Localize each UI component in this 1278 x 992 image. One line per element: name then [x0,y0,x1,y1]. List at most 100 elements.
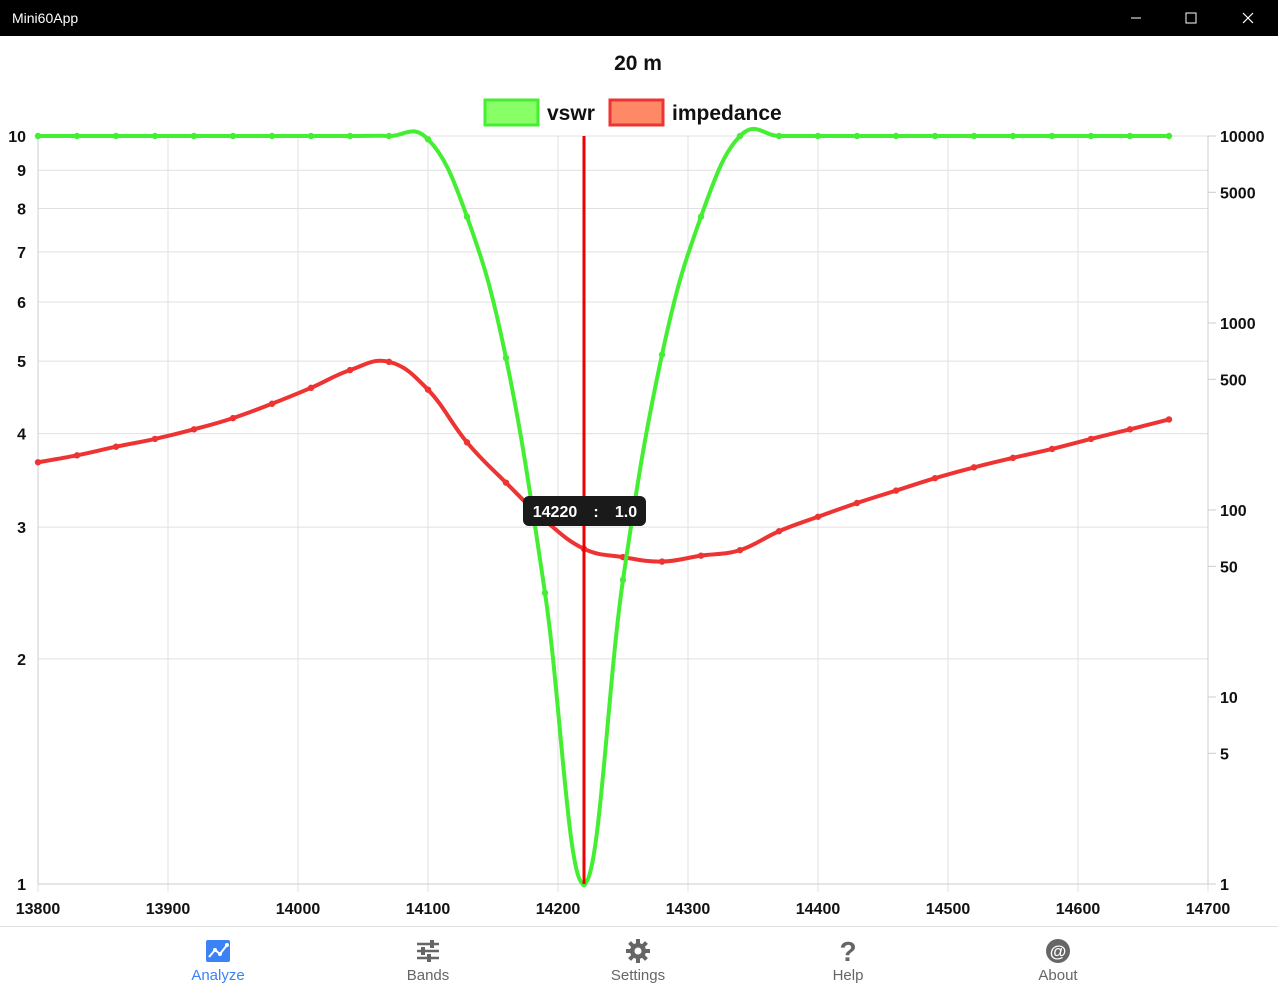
maximize-button[interactable] [1168,0,1214,36]
data-point-vswr[interactable] [190,132,198,140]
legend-swatch-vswr[interactable] [483,98,540,127]
y-left-tick-label: 7 [17,245,26,262]
data-point-vswr[interactable] [424,136,432,143]
maximize-icon [1185,12,1197,24]
data-point-impedance[interactable] [1048,445,1056,453]
tooltip-separator: : [593,504,598,521]
data-point-impedance[interactable] [1165,416,1173,423]
y-left-tick-label: 1 [17,877,26,894]
data-point-vswr[interactable] [1087,132,1095,140]
data-point-impedance[interactable] [1087,435,1095,443]
y-left-tick-label: 6 [17,295,26,312]
data-point-vswr[interactable] [1165,132,1173,140]
data-point-impedance[interactable] [502,479,510,486]
chart-icon [206,940,230,962]
data-point-impedance[interactable] [385,358,393,366]
data-point-impedance[interactable] [931,474,939,482]
data-point-impedance[interactable] [775,528,783,535]
data-point-vswr[interactable] [73,132,81,140]
vswr-impedance-chart[interactable]: 20 m vswr impedance 13800 13900 14000 14100… [0,36,1278,926]
close-button[interactable] [1225,0,1271,36]
data-point-impedance[interactable] [346,366,354,374]
y-left-tick-label: 8 [17,201,26,218]
data-point-vswr[interactable] [814,132,822,140]
nav-bands[interactable]: Bands [368,937,488,984]
x-tick-label: 14000 [276,901,321,918]
gear-icon [626,939,650,963]
y-right-tick-label: 1 [1220,877,1229,894]
data-point-vswr[interactable] [697,213,705,220]
data-point-vswr[interactable] [736,132,744,140]
data-point-vswr[interactable] [931,132,939,140]
data-point-vswr[interactable] [34,132,42,140]
y-left-tick-label: 10 [8,129,26,146]
chart-legend: vswr impedance [483,98,782,127]
data-point-vswr[interactable] [619,576,627,584]
x-tick-label: 13800 [16,901,61,918]
x-tick-label: 13900 [146,901,191,918]
y-right-tick-label: 5 [1220,746,1229,763]
data-point-impedance[interactable] [151,435,159,443]
data-point-vswr[interactable] [463,213,471,220]
svg-text:?: ? [839,937,856,965]
data-point-impedance[interactable] [970,464,978,471]
y-left-tick-label: 4 [17,427,26,444]
legend-label-vswr[interactable]: vswr [547,102,595,125]
data-point-vswr[interactable] [346,132,354,140]
chart-area[interactable]: 20 m vswr impedance 13800 13900 14000 14100… [0,36,1278,926]
minimize-button[interactable] [1113,0,1159,36]
nav-settings[interactable]: Settings [578,937,698,984]
data-point-vswr[interactable] [892,132,900,140]
data-point-vswr[interactable] [151,132,159,140]
data-point-vswr[interactable] [541,589,549,597]
help-icon: ? [839,937,856,965]
y-right-tick-label: 500 [1220,372,1247,389]
data-point-impedance[interactable] [658,558,666,565]
data-point-impedance[interactable] [1009,454,1017,462]
data-point-vswr[interactable] [307,132,315,140]
data-point-impedance[interactable] [892,487,900,494]
data-point-impedance[interactable] [34,459,42,466]
data-point-vswr[interactable] [112,132,120,140]
data-point-vswr[interactable] [229,132,237,140]
data-point-vswr[interactable] [775,132,783,140]
data-point-impedance[interactable] [229,414,237,422]
data-point-vswr[interactable] [853,132,861,140]
data-point-vswr[interactable] [970,132,978,140]
nav-about[interactable]: @ About [998,937,1118,984]
data-point-impedance[interactable] [268,400,276,407]
data-point-impedance[interactable] [1126,426,1134,433]
y-left-tick-label: 5 [17,354,26,371]
bottom-navigation: Analyze Bands [0,926,1278,992]
data-point-vswr[interactable] [1126,132,1134,140]
data-point-impedance[interactable] [307,384,315,392]
nav-label-bands: Bands [406,967,450,984]
data-point-vswr[interactable] [1048,132,1056,140]
data-point-impedance[interactable] [814,513,822,520]
data-point-impedance[interactable] [190,426,198,433]
nav-analyze[interactable]: Analyze [158,937,278,984]
nav-help[interactable]: ? Help [788,937,908,984]
legend-swatch-impedance[interactable] [608,98,665,127]
x-tick-label: 14400 [796,901,841,918]
data-point-impedance[interactable] [853,499,861,507]
close-icon [1242,12,1254,24]
data-point-impedance[interactable] [697,552,705,559]
window-title: Mini60App [12,10,79,26]
data-point-impedance[interactable] [463,439,471,446]
data-point-impedance[interactable] [73,452,81,459]
y-right-tick-label: 100 [1220,503,1247,520]
y-right-tick-label: 10000 [1220,129,1265,146]
data-point-vswr[interactable] [385,132,393,140]
x-tick-label: 14600 [1056,901,1101,918]
data-point-vswr[interactable] [1009,132,1017,140]
data-point-impedance[interactable] [112,443,120,450]
data-point-vswr[interactable] [268,132,276,140]
data-point-impedance[interactable] [424,386,432,393]
data-point-vswr[interactable] [658,351,666,358]
series-line-impedance [37,358,1170,564]
y-left-tick-label: 9 [17,163,26,180]
legend-label-impedance[interactable]: impedance [672,102,782,125]
data-point-impedance[interactable] [736,546,744,554]
data-point-vswr[interactable] [502,354,510,362]
